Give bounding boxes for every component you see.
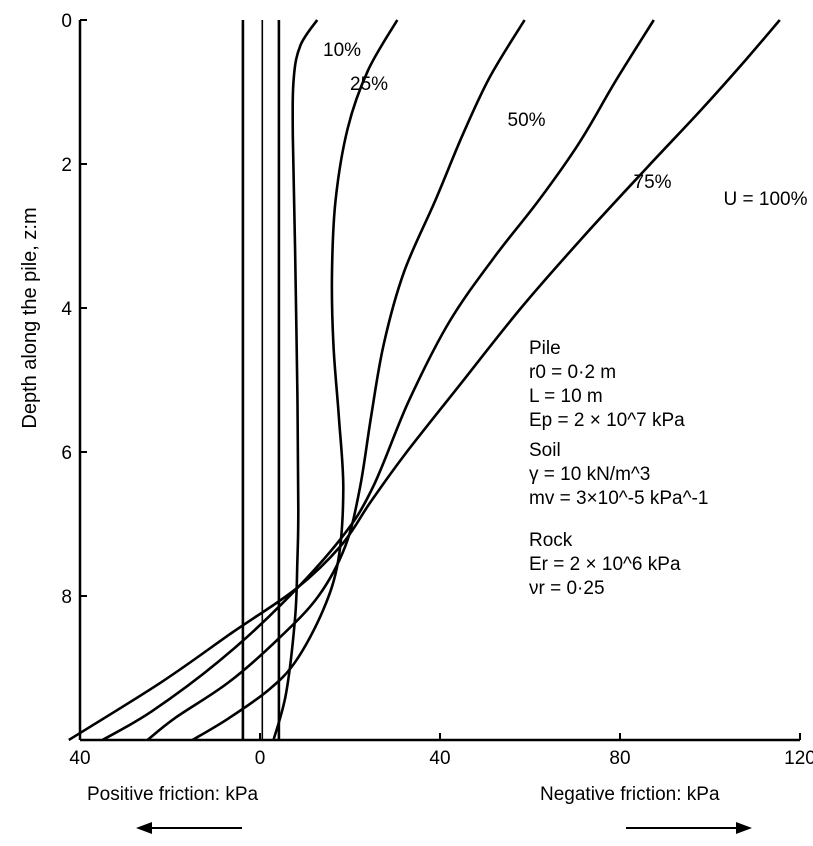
right-arrow-icon	[626, 822, 752, 834]
soil-heading: Soil	[529, 440, 561, 461]
series-label: U = 100%	[724, 189, 808, 210]
series-line	[272, 19, 319, 741]
y-axis-title: Depth along the pile, z:m	[19, 207, 41, 428]
x-tick-label: 0	[255, 748, 266, 769]
pile-length: L = 10 m	[529, 386, 603, 407]
soil-gamma: γ = 10 kN/m^3	[529, 464, 651, 485]
left-arrow-icon	[136, 822, 242, 834]
y-tick-label: 6	[61, 443, 72, 464]
pile-heading: Pile	[529, 338, 561, 359]
series-layer	[68, 19, 781, 742]
series-line	[101, 19, 655, 742]
series-label: 50%	[508, 110, 546, 131]
parameters-block: Pile r0 = 0·2 m L = 10 m Ep = 2 × 10^7 k…	[529, 337, 708, 601]
y-tick-label: 4	[61, 299, 72, 320]
y-tick-label: 0	[61, 11, 72, 32]
pile-r0: r0 = 0·2 m	[529, 362, 617, 383]
x-tick-label: 80	[609, 748, 630, 769]
curve-labels-layer: 10% 25% 50% 75% U = 100%	[323, 40, 808, 210]
axes: 0 2 4 6 8 40 0 40 80 120	[61, 11, 813, 769]
series-label: 25%	[350, 74, 388, 95]
x-axis-title-right: Negative friction: kPa	[540, 784, 720, 805]
pile-modulus: Ep = 2 × 10^7 kPa	[529, 410, 685, 431]
rock-modulus: Er = 2 × 10^6 kPa	[529, 554, 681, 575]
soil-mv: mv = 3×10^-5 kPa^-1	[529, 488, 709, 509]
rock-poisson: νr = 0·25	[529, 578, 605, 599]
y-tick-label: 8	[61, 587, 72, 608]
rock-heading: Rock	[529, 530, 573, 551]
y-tick-label: 2	[61, 155, 72, 176]
series-label: 10%	[323, 40, 361, 61]
series-line	[191, 19, 399, 742]
series-line	[146, 19, 526, 742]
x-tick-label: 40	[69, 748, 90, 769]
series-label: 75%	[634, 172, 672, 193]
x-tick-label: 40	[429, 748, 450, 769]
series-line	[68, 19, 781, 742]
x-tick-label: 120	[784, 748, 813, 769]
x-axis-title-left: Positive friction: kPa	[87, 784, 259, 805]
